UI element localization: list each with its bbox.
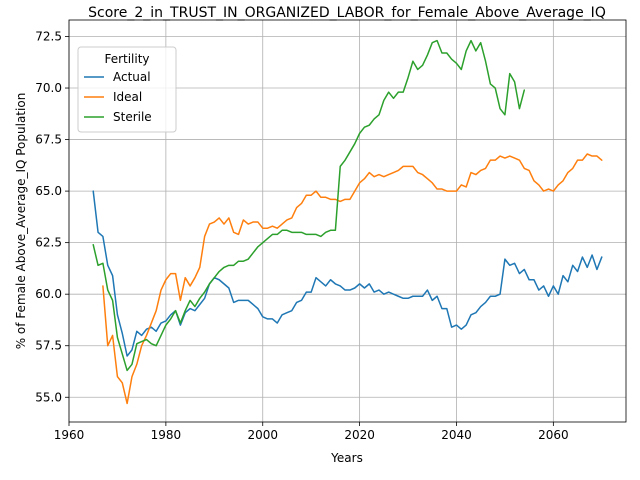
x-tick-label: 2060 [538, 428, 569, 442]
legend-items: Actual Ideal Sterile [84, 70, 152, 124]
x-tick-label: 1960 [54, 428, 85, 442]
x-axis-label: Years [330, 451, 363, 465]
legend-label-ideal: Ideal [113, 90, 142, 104]
y-tick-label: 70.0 [35, 81, 62, 95]
legend: Fertility Actual Ideal Sterile [77, 46, 177, 133]
chart-title: Score_2_in_TRUST_IN_ORGANIZED_LABOR_for_… [88, 5, 606, 21]
y-tick-label: 62.5 [35, 236, 62, 250]
series-lines [92, 39, 603, 405]
plot-area-frame [68, 19, 627, 423]
x-tick-label: 2000 [247, 428, 278, 442]
axis-ticks: 1960 1980 2000 2020 2040 2060 55.0 57.5 60.0 62.5… [35, 29, 568, 442]
x-tick-label: 2040 [441, 428, 472, 442]
y-tick-label: 60.0 [35, 287, 62, 301]
y-tick-label: 57.5 [35, 339, 62, 353]
y-axis-label: % of Female Above_Average_IQ Population [14, 93, 28, 350]
y-tick-label: 67.5 [35, 133, 62, 147]
x-tick-label: 1980 [151, 428, 182, 442]
grid [68, 20, 626, 422]
series-line-ideal [102, 153, 603, 405]
legend-label-actual: Actual [113, 70, 151, 84]
legend-box [77, 46, 177, 133]
y-tick-label: 65.0 [35, 184, 62, 198]
y-tick-label: 72.5 [35, 29, 62, 43]
series-line-sterile [92, 39, 526, 372]
y-tick-label: 55.0 [35, 390, 62, 404]
legend-title: Fertility [104, 52, 149, 66]
legend-label-sterile: Sterile [113, 110, 152, 124]
x-tick-label: 2020 [344, 428, 375, 442]
